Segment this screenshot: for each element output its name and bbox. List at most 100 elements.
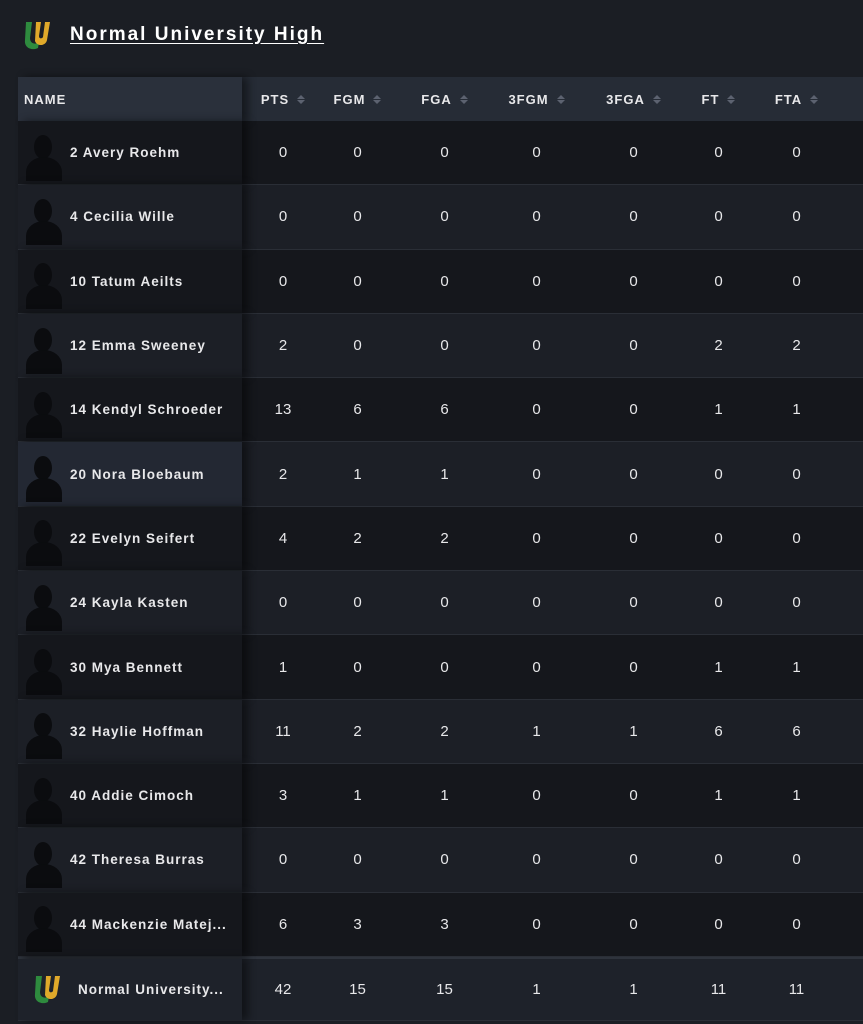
stat-fga: 1 bbox=[440, 465, 449, 483]
stat-3fgm: 0 bbox=[532, 658, 541, 676]
stat-3fgm: 0 bbox=[532, 144, 541, 162]
stat-ft: 0 bbox=[714, 465, 723, 483]
stat-3fgm: 0 bbox=[532, 594, 541, 612]
player-avatar-icon bbox=[24, 125, 64, 181]
stat-3fgm: 0 bbox=[532, 465, 541, 483]
stat-pts: 0 bbox=[278, 272, 288, 290]
stat-fga: 6 bbox=[440, 401, 449, 419]
stat-pts: 13 bbox=[274, 401, 292, 419]
sort-icon bbox=[810, 94, 819, 104]
player-name-link[interactable]: 2 Avery Roehm bbox=[70, 145, 181, 161]
player-avatar-icon bbox=[24, 639, 64, 696]
name-cell: 22 Evelyn Seifert bbox=[18, 506, 242, 571]
player-avatar-icon bbox=[24, 768, 64, 824]
stat-fga: 0 bbox=[440, 658, 449, 676]
stat-3fga: 0 bbox=[629, 337, 638, 355]
player-name-link[interactable]: 20 Nora Bloebaum bbox=[70, 466, 205, 482]
stat-ft: 11 bbox=[710, 980, 727, 998]
player-name-link[interactable]: 4 Cecilia Wille bbox=[70, 209, 175, 225]
name-cell: 24 Kayla Kasten bbox=[18, 571, 242, 635]
stat-pts: 0 bbox=[278, 208, 288, 226]
stat-pts: 4 bbox=[278, 529, 288, 547]
team-name-link[interactable]: Normal University High bbox=[70, 24, 325, 45]
table-row: 24 Kayla Kasten 0 0 0 0 0 0 0 bbox=[18, 571, 863, 636]
table-row: 10 Tatum Aeilts 0 0 0 0 0 0 0 bbox=[18, 249, 863, 314]
player-avatar-icon bbox=[24, 832, 64, 888]
player-avatar-icon bbox=[24, 382, 64, 438]
table-row: 30 Mya Bennett 1 0 0 0 0 1 1 bbox=[18, 635, 863, 700]
player-name-link[interactable]: 12 Emma Sweeney bbox=[70, 338, 206, 354]
stat-fgm: 0 bbox=[353, 658, 362, 676]
player-name-link[interactable]: 10 Tatum Aeilts bbox=[70, 273, 184, 289]
name-cell: 10 Tatum Aeilts bbox=[18, 249, 242, 313]
table-row: 12 Emma Sweeney 2 0 0 0 0 2 2 bbox=[18, 313, 863, 379]
team-logo-icon bbox=[24, 22, 50, 50]
stat-fga: 2 bbox=[440, 529, 449, 547]
name-cell: Normal University... bbox=[18, 958, 242, 1020]
stat-fga: 1 bbox=[440, 787, 449, 805]
stat-fga: 15 bbox=[436, 980, 453, 998]
stat-3fgm: 1 bbox=[532, 980, 541, 998]
sort-icon bbox=[373, 94, 382, 104]
player-name-link[interactable]: 40 Addie Cimoch bbox=[70, 788, 195, 804]
column-header-fga[interactable]: FGA bbox=[401, 92, 488, 107]
stat-fga: 0 bbox=[440, 594, 449, 612]
player-name-link[interactable]: 32 Haylie Hoffman bbox=[70, 723, 205, 739]
name-cell: 30 Mya Bennett bbox=[18, 635, 242, 699]
sort-icon bbox=[652, 94, 661, 104]
stat-fgm: 15 bbox=[349, 980, 366, 998]
stat-pts: 0 bbox=[278, 851, 288, 869]
stat-fga: 0 bbox=[440, 337, 449, 355]
player-name-link[interactable]: 22 Evelyn Seifert bbox=[70, 530, 196, 546]
name-cell: 2 Avery Roehm bbox=[18, 121, 242, 185]
stat-fga: 0 bbox=[440, 272, 449, 290]
sort-icon bbox=[297, 94, 306, 104]
stat-3fga: 0 bbox=[629, 851, 638, 869]
stat-3fga: 0 bbox=[629, 272, 638, 290]
name-cell: 32 Haylie Hoffman bbox=[18, 699, 242, 763]
name-cell: 44 Mackenzie Matej... bbox=[18, 892, 242, 956]
stat-ft: 2 bbox=[714, 337, 723, 355]
player-name-link[interactable]: 44 Mackenzie Matej... bbox=[70, 916, 227, 932]
name-cell: 12 Emma Sweeney bbox=[18, 313, 242, 378]
stat-3fgm: 1 bbox=[532, 722, 541, 740]
stat-3fga: 1 bbox=[629, 722, 638, 740]
name-cell: 14 Kendyl Schroeder bbox=[18, 378, 242, 442]
table-row: 20 Nora Bloebaum 2 1 1 0 0 0 0 bbox=[18, 442, 863, 507]
stat-pts: 0 bbox=[278, 144, 288, 162]
stat-ft: 0 bbox=[714, 915, 723, 933]
column-header-ft[interactable]: FT bbox=[682, 92, 755, 107]
stat-3fga: 0 bbox=[629, 594, 638, 612]
stat-ft: 1 bbox=[714, 401, 723, 419]
stat-fgm: 0 bbox=[353, 594, 362, 612]
column-header-fgm[interactable]: FGM bbox=[314, 92, 401, 107]
stat-fga: 0 bbox=[440, 208, 449, 226]
stat-3fgm: 0 bbox=[532, 208, 541, 226]
player-name-link[interactable]: 30 Mya Bennett bbox=[70, 659, 184, 675]
table-row: 40 Addie Cimoch 3 1 1 0 0 1 1 bbox=[18, 763, 863, 829]
stat-3fga: 0 bbox=[629, 658, 638, 676]
player-name-link[interactable]: 42 Theresa Burras bbox=[70, 852, 205, 868]
stat-fgm: 3 bbox=[353, 915, 362, 933]
totals-row: Normal University... 42 15 15 1 1 11 11 bbox=[18, 956, 863, 1021]
name-cell: 4 Cecilia Wille bbox=[18, 185, 242, 249]
stat-fta: 1 bbox=[792, 401, 801, 419]
column-header-name[interactable]: NAME bbox=[18, 77, 242, 121]
player-avatar-icon bbox=[24, 318, 64, 374]
player-avatar-icon bbox=[24, 253, 64, 310]
player-name-link[interactable]: 24 Kayla Kasten bbox=[70, 595, 189, 611]
stat-3fga: 0 bbox=[629, 915, 638, 933]
column-header-pts[interactable]: PTS bbox=[252, 92, 314, 107]
player-avatar-icon bbox=[24, 510, 64, 567]
stat-3fga: 0 bbox=[629, 787, 638, 805]
stat-pts: 2 bbox=[278, 465, 288, 483]
stat-fta: 11 bbox=[788, 980, 805, 998]
column-header-3fga[interactable]: 3FGA bbox=[585, 92, 682, 107]
column-header-fta[interactable]: FTA bbox=[755, 92, 838, 107]
table-row: 32 Haylie Hoffman 11 2 2 1 1 6 6 bbox=[18, 699, 863, 764]
player-name-link[interactable]: 14 Kendyl Schroeder bbox=[70, 402, 224, 418]
stat-ft: 1 bbox=[714, 658, 723, 676]
stat-ft: 0 bbox=[714, 594, 723, 612]
stat-fgm: 0 bbox=[353, 272, 362, 290]
column-header-3fgm[interactable]: 3FGM bbox=[488, 92, 585, 107]
